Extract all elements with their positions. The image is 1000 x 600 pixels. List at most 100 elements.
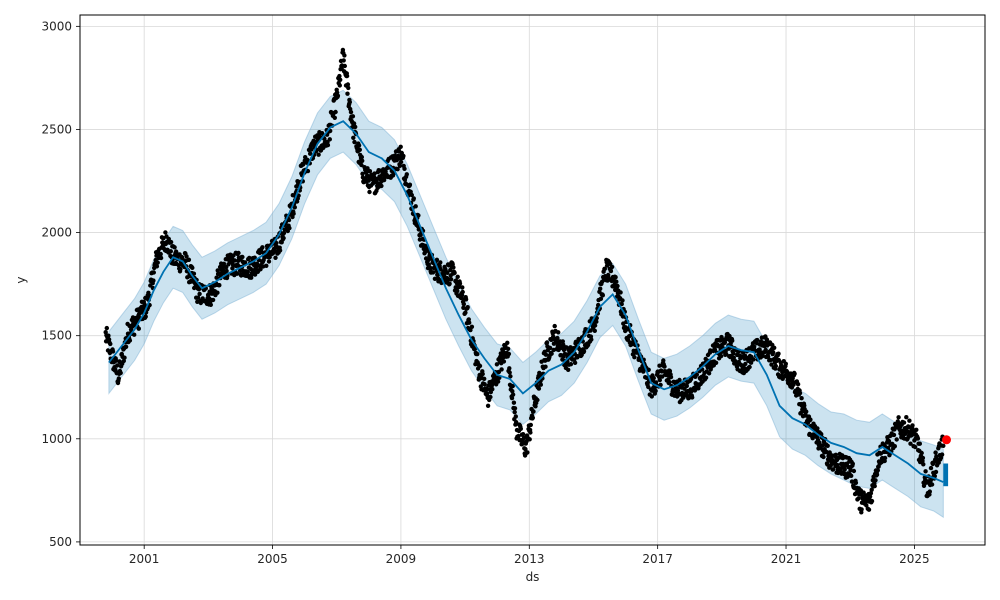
observed-point — [113, 358, 119, 363]
observed-point — [523, 446, 528, 452]
observed-point — [350, 114, 356, 119]
observed-point — [536, 386, 542, 391]
observed-point — [615, 283, 620, 289]
observed-point — [851, 468, 857, 474]
observed-point — [447, 281, 452, 286]
observed-point — [469, 324, 475, 329]
observed-point — [319, 131, 325, 136]
observed-point — [527, 437, 532, 442]
observed-point — [488, 394, 493, 400]
observed-point — [342, 53, 347, 58]
observed-point — [118, 370, 123, 376]
observed-point — [217, 283, 222, 288]
y-tick-label: 2000 — [41, 226, 72, 240]
observed-point — [869, 487, 874, 492]
observed-point — [535, 397, 540, 403]
observed-point — [402, 166, 407, 171]
observed-point — [908, 441, 913, 446]
observed-point — [163, 230, 168, 235]
observed-point — [868, 491, 874, 496]
observed-point — [277, 248, 283, 253]
observed-point — [547, 345, 553, 351]
observed-point — [649, 394, 654, 399]
observed-point — [108, 341, 113, 347]
observed-point — [154, 264, 160, 269]
observed-point — [856, 496, 861, 501]
y-axis-label: y — [14, 276, 28, 283]
observed-point — [445, 270, 450, 275]
observed-point — [566, 367, 571, 372]
observed-point — [657, 377, 662, 383]
observed-point — [495, 379, 501, 384]
observed-point — [668, 374, 674, 380]
observed-point — [598, 286, 603, 291]
observed-point — [115, 363, 120, 368]
observed-point — [518, 426, 523, 431]
observed-point — [172, 245, 177, 250]
observed-point — [416, 213, 421, 218]
observed-point — [594, 319, 599, 324]
observed-point — [460, 285, 465, 290]
observed-point — [348, 109, 354, 115]
observed-point — [602, 266, 607, 271]
observed-point — [875, 468, 880, 473]
observed-point — [842, 471, 847, 477]
observed-point — [327, 137, 332, 142]
observed-point — [123, 344, 129, 349]
observed-point — [347, 99, 352, 105]
observed-point — [520, 432, 526, 437]
observed-point — [242, 260, 248, 265]
observed-point — [864, 503, 869, 508]
observed-point — [357, 147, 362, 152]
observed-point — [264, 263, 269, 268]
observed-point — [438, 260, 443, 265]
observed-point — [929, 482, 935, 487]
observed-point — [466, 317, 471, 322]
observed-point — [379, 183, 384, 189]
observed-point — [485, 403, 491, 408]
x-tick-label: 2021 — [771, 552, 802, 566]
observed-point — [859, 507, 864, 512]
observed-point — [342, 63, 347, 69]
observed-point — [455, 274, 460, 279]
observed-point — [184, 254, 189, 259]
observed-point — [923, 469, 928, 474]
observed-point — [334, 90, 340, 95]
y-tick-label: 500 — [49, 535, 72, 549]
observed-point — [287, 225, 292, 231]
observed-point — [830, 467, 836, 472]
observed-point — [337, 83, 342, 88]
observed-point — [588, 328, 593, 333]
observed-point — [338, 77, 343, 83]
observed-point — [549, 351, 554, 356]
observed-point — [731, 355, 736, 360]
observed-point — [928, 465, 934, 471]
observed-point — [511, 400, 517, 405]
x-axis-label: ds — [526, 570, 540, 584]
observed-point — [920, 455, 926, 461]
observed-point — [825, 443, 830, 448]
observed-point — [608, 268, 614, 274]
observed-point — [543, 352, 549, 357]
observed-point — [763, 347, 768, 353]
observed-point — [451, 265, 456, 270]
observed-point — [904, 415, 909, 420]
observed-point — [769, 362, 774, 367]
observed-point — [352, 139, 357, 145]
observed-point — [457, 281, 463, 286]
observed-point — [544, 340, 550, 345]
observed-point — [730, 338, 735, 343]
observed-point — [941, 443, 946, 448]
observed-point — [367, 189, 372, 195]
observed-point — [359, 162, 364, 168]
observed-point — [528, 422, 533, 428]
observed-point — [252, 272, 258, 277]
observed-point — [501, 359, 507, 364]
observed-point — [435, 272, 440, 277]
observed-point — [675, 388, 681, 393]
y-tick-label: 1000 — [41, 432, 72, 446]
observed-point — [581, 349, 587, 354]
observed-point — [335, 93, 341, 99]
observed-point — [572, 360, 578, 365]
highlight-point — [942, 435, 951, 445]
